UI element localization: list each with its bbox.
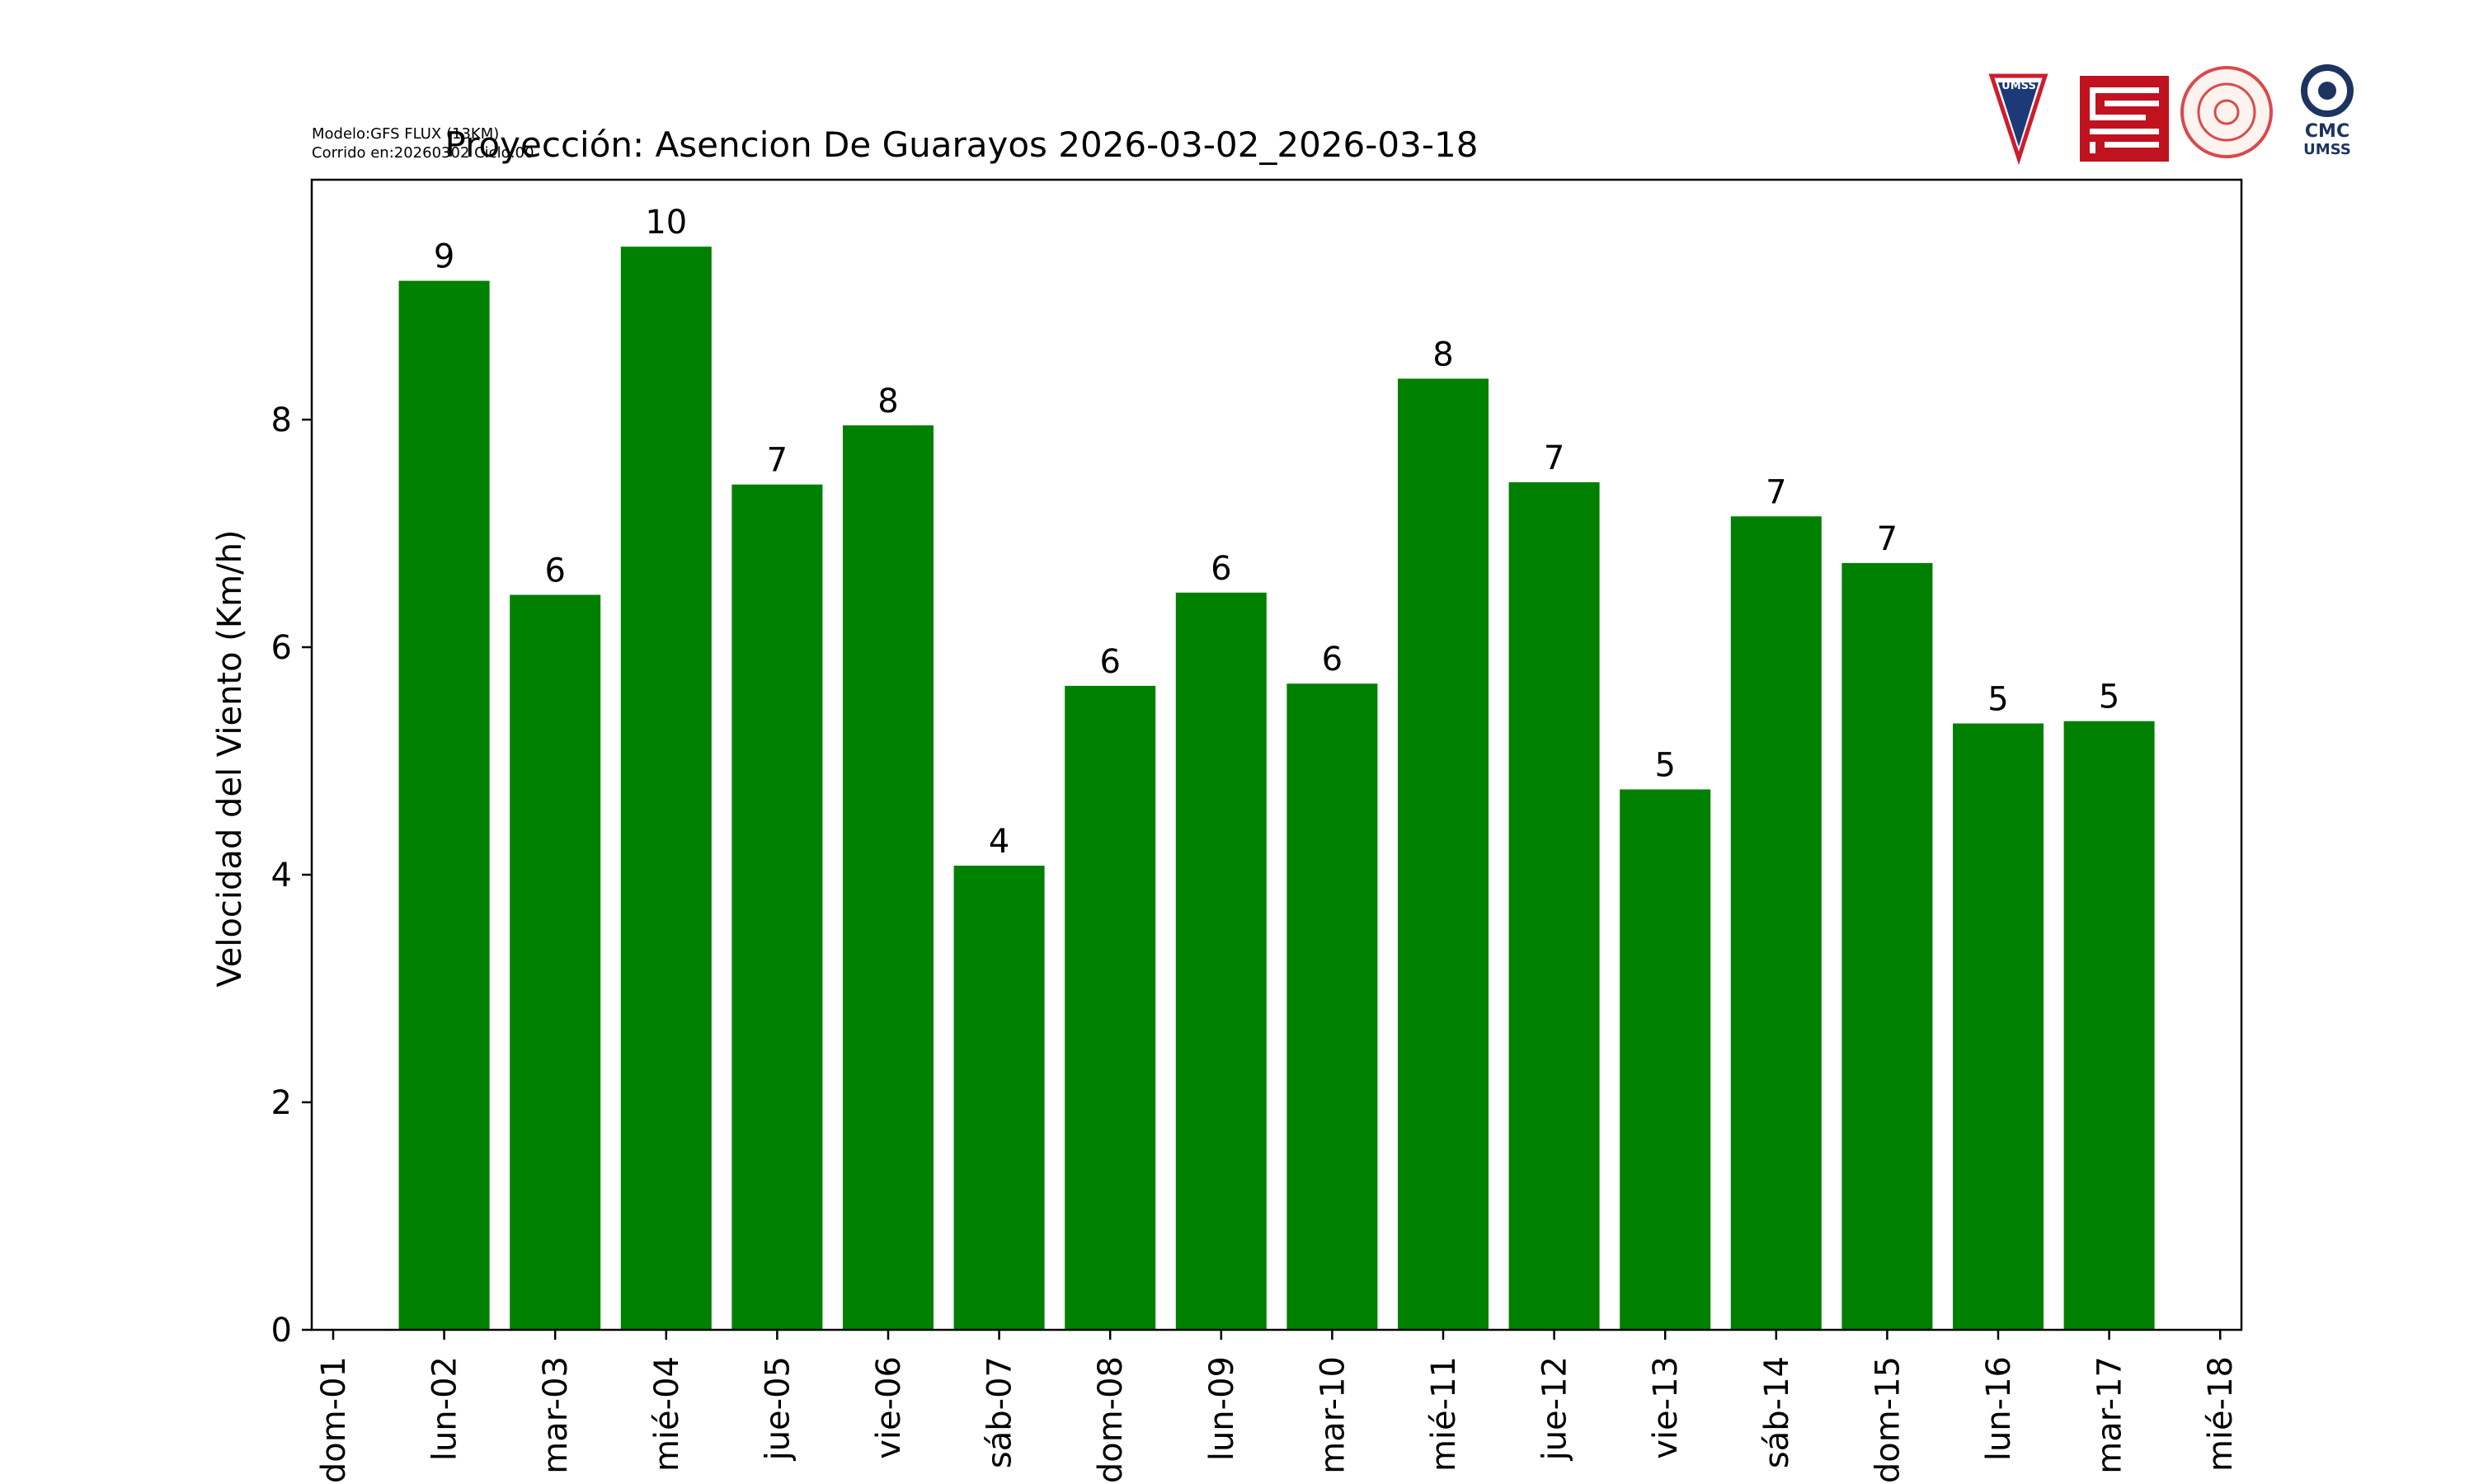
- x-tick-label-dom-01: dom-01: [315, 1356, 353, 1483]
- x-tick-label-dom-15: dom-15: [1869, 1356, 1907, 1483]
- x-tick-label-mar-10: mar-10: [1314, 1356, 1352, 1474]
- x-tick-label-lun-09: lun-09: [1203, 1356, 1241, 1461]
- x-tick-label-vie-06: vie-06: [870, 1356, 908, 1459]
- x-tick-label-sáb-14: sáb-14: [1758, 1356, 1796, 1468]
- y-axis-label: Velocidad del Viento (Km/h): [211, 529, 249, 987]
- data-label-jue-12: 7: [1544, 439, 1564, 477]
- y-tick-label: 2: [271, 1084, 292, 1122]
- y-tick-label: 6: [271, 629, 292, 667]
- cmc-logo: CMC UMSS: [2301, 64, 2354, 158]
- model-info-line2: Corrido en:20260302 Ciclo:00: [312, 144, 534, 162]
- bar-mar-17: [2063, 721, 2155, 1330]
- x-tick-label-mar-17: mar-17: [2091, 1356, 2129, 1474]
- data-label-mié-04: 10: [645, 204, 687, 242]
- bar-jue-12: [1508, 481, 1600, 1330]
- x-tick-label-dom-08: dom-08: [1092, 1356, 1130, 1483]
- bar-lun-02: [398, 280, 490, 1331]
- x-tick-label-mié-18: mié-18: [2202, 1356, 2240, 1472]
- data-label-dom-15: 7: [1877, 520, 1898, 558]
- data-label-lun-02: 9: [434, 238, 454, 276]
- y-tick-label: 8: [271, 402, 292, 439]
- data-label-vie-13: 5: [1654, 747, 1675, 785]
- bar-sáb-07: [953, 866, 1045, 1330]
- bars-layer: [398, 247, 2155, 1331]
- data-label-vie-06: 8: [877, 383, 898, 420]
- x-axis: dom-01 lun-02 mar-03 mié-04 jue-05 vie-06 sáb-…: [315, 1330, 2240, 1483]
- bar-mar-10: [1286, 683, 1378, 1330]
- data-label-sáb-14: 7: [1766, 473, 1786, 511]
- data-label-lun-16: 5: [1987, 681, 2008, 719]
- model-info-line1: Modelo:GFS FLUX (13KM): [312, 125, 499, 143]
- x-tick-label-mié-04: mié-04: [648, 1356, 686, 1472]
- data-label-sáb-07: 4: [989, 823, 1009, 861]
- data-label-mar-10: 6: [1322, 641, 1343, 679]
- bar-mar-03: [510, 594, 601, 1330]
- bar-dom-08: [1065, 685, 1156, 1330]
- bar-vie-06: [843, 425, 934, 1330]
- chart-title: Proyección: Asencion De Guarayos 2026-03…: [445, 124, 1479, 165]
- bar-vie-13: [1620, 789, 1711, 1330]
- bar-mié-11: [1398, 378, 1489, 1330]
- y-tick-label: 4: [271, 857, 292, 895]
- plot-frame: [310, 178, 2243, 1331]
- data-label-lun-09: 6: [1211, 550, 1231, 588]
- umss-logo-text: UMSS: [2001, 80, 2036, 92]
- bar-sáb-14: [1730, 516, 1822, 1330]
- data-label-jue-05: 7: [767, 442, 788, 480]
- data-labels-layer: 9 6 10 7 8 4 6 6 6 8 7 5 7 7 5 5: [434, 204, 2119, 861]
- x-tick-label-mié-11: mié-11: [1425, 1356, 1463, 1472]
- physics-seal-logo: [2180, 66, 2273, 158]
- x-tick-label-mar-03: mar-03: [537, 1356, 575, 1474]
- y-tick-label: 0: [271, 1312, 292, 1350]
- fcyt-logo: [2080, 76, 2169, 162]
- bar-dom-15: [1841, 562, 1933, 1330]
- x-tick-label-lun-16: lun-16: [1980, 1356, 2018, 1461]
- x-tick-label-jue-12: jue-12: [1536, 1356, 1574, 1461]
- cmc-logo-subtext: UMSS: [2303, 141, 2351, 158]
- cmc-logo-text: CMC: [2305, 121, 2349, 142]
- x-tick-label-jue-05: jue-05: [759, 1356, 797, 1461]
- x-tick-label-vie-13: vie-13: [1647, 1356, 1685, 1459]
- x-tick-label-lun-02: lun-02: [426, 1356, 464, 1461]
- data-label-mar-03: 6: [544, 552, 565, 590]
- data-label-mar-17: 5: [2099, 679, 2119, 716]
- x-tick-label-sáb-07: sáb-07: [981, 1356, 1019, 1468]
- data-label-dom-08: 6: [1099, 643, 1120, 681]
- bar-jue-05: [731, 484, 823, 1331]
- bar-lun-09: [1175, 592, 1267, 1330]
- umss-logo: UMSS: [1988, 73, 2048, 166]
- bar-lun-16: [1953, 723, 2044, 1330]
- bar-mié-04: [620, 247, 712, 1331]
- y-axis: 0 2 4 6 8: [271, 402, 312, 1350]
- data-label-mié-11: 8: [1432, 336, 1453, 373]
